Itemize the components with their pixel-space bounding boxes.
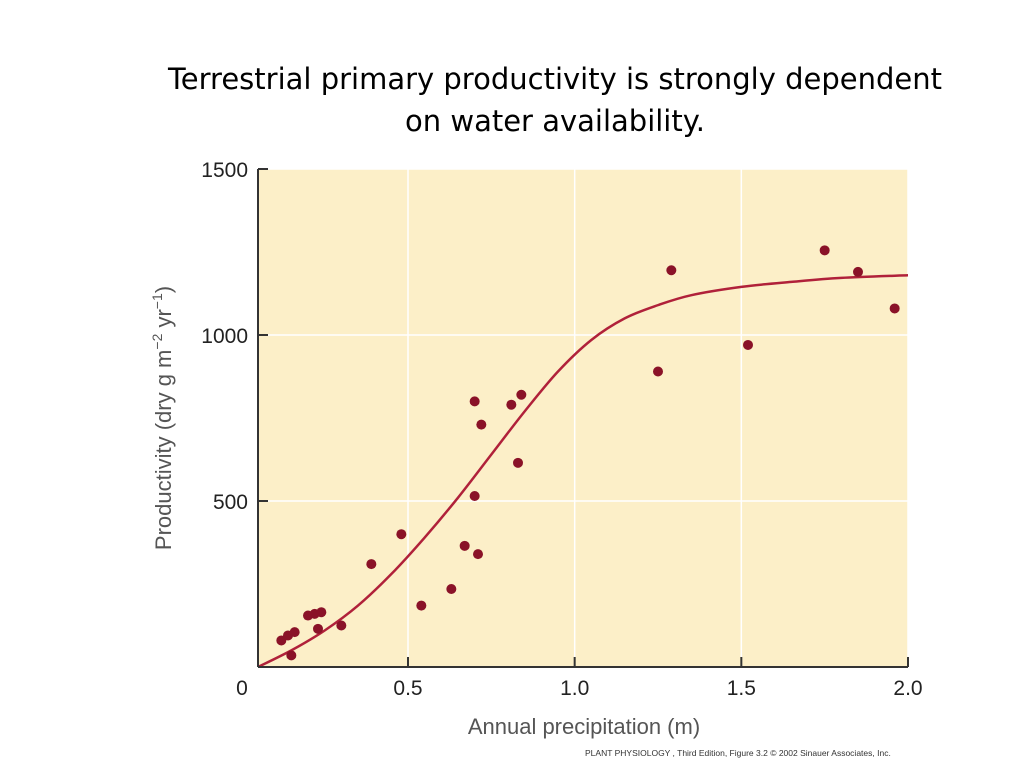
data-point bbox=[469, 396, 480, 407]
data-point bbox=[666, 265, 677, 276]
axes: 500 1000 1500 0 0.5 1.0 1.5 2.0 bbox=[201, 159, 922, 700]
y-axis-label-lead: Productivity (dry g m bbox=[151, 350, 176, 551]
data-point bbox=[313, 623, 323, 634]
data-point bbox=[889, 303, 900, 314]
data-point bbox=[819, 245, 830, 256]
x-tick-label: 2.0 bbox=[893, 677, 922, 700]
x-tick-label: 1.5 bbox=[727, 677, 756, 700]
data-point bbox=[653, 366, 663, 377]
data-point bbox=[513, 457, 523, 468]
fit-curve bbox=[257, 273, 909, 669]
y-axis-label-exponent-1: −2 bbox=[149, 333, 165, 349]
x-tick-label: 1.0 bbox=[560, 677, 589, 700]
x-tick-label: 0 bbox=[236, 677, 248, 700]
y-axis-label-tail: ) bbox=[151, 286, 176, 293]
data-point bbox=[473, 549, 483, 560]
data-point bbox=[416, 600, 427, 611]
data-point bbox=[469, 491, 480, 502]
plot-background bbox=[258, 169, 908, 667]
data-point bbox=[506, 399, 517, 410]
y-tick-label: 500 bbox=[213, 491, 248, 514]
y-tick-label: 1500 bbox=[201, 159, 248, 182]
data-point bbox=[316, 607, 327, 618]
y-axis-label-exponent-2: −1 bbox=[149, 293, 165, 309]
data-point bbox=[446, 583, 457, 594]
data-points bbox=[276, 245, 900, 661]
data-point bbox=[396, 529, 407, 540]
y-axis-label-mid: yr bbox=[151, 309, 176, 333]
data-point bbox=[853, 266, 863, 277]
y-tick-label: 1000 bbox=[201, 325, 248, 348]
grid bbox=[258, 168, 909, 667]
x-axis-label: Annual precipitation (m) bbox=[468, 714, 700, 739]
data-point bbox=[289, 627, 300, 638]
figure-credit: PLANT PHYSIOLOGY , Third Edition, Figure… bbox=[585, 748, 891, 758]
data-point bbox=[743, 339, 753, 350]
data-point bbox=[516, 389, 527, 400]
x-tick-label: 0.5 bbox=[393, 677, 422, 700]
slide-title-line-2: on water availability. bbox=[405, 104, 705, 138]
data-point bbox=[476, 419, 487, 430]
slide-title: Terrestrial primary productivity is stro… bbox=[110, 58, 1000, 142]
data-point bbox=[286, 650, 297, 661]
data-point bbox=[459, 540, 470, 551]
slide-title-line-1: Terrestrial primary productivity is stro… bbox=[168, 62, 942, 96]
data-point bbox=[366, 559, 377, 570]
data-point bbox=[336, 620, 347, 631]
y-axis-label: Productivity (dry g m−2 yr−1) bbox=[149, 286, 176, 550]
